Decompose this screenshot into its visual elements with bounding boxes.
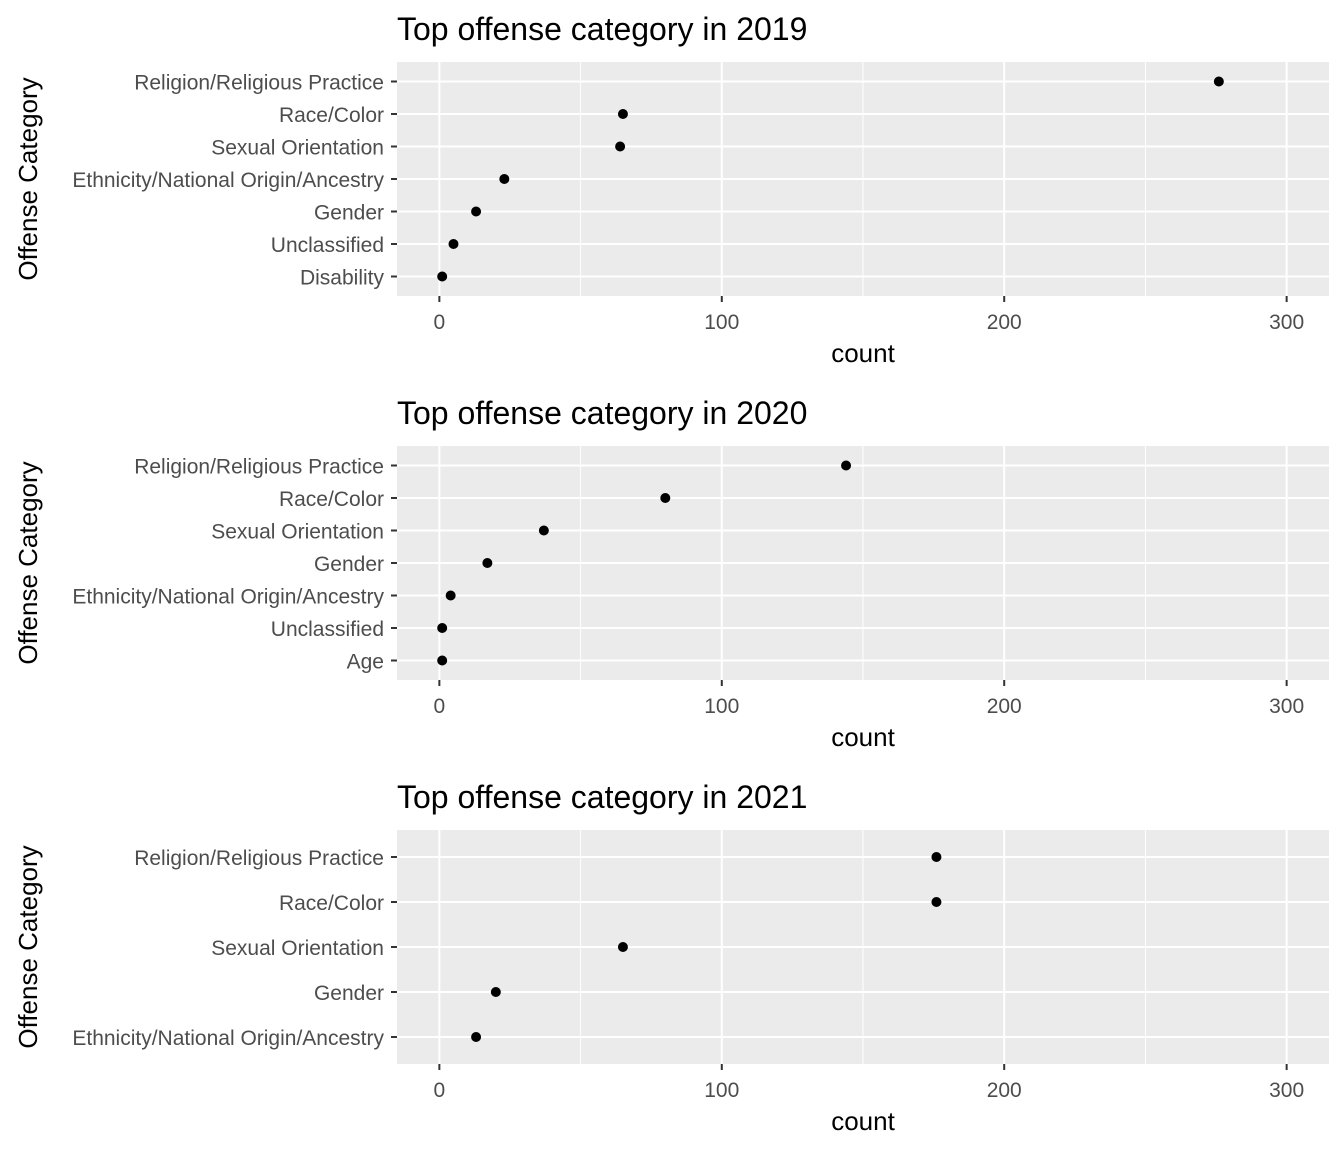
y-axis-label: Offense Category	[13, 461, 43, 664]
chart-panel-2019: Top offense category in 2019 Religion/Re…	[13, 11, 1329, 368]
grid-lines	[397, 62, 1329, 296]
x-tick-label: 200	[987, 695, 1022, 718]
y-tick-label: Religion/Religious Practice	[134, 456, 384, 479]
y-tick-label: Religion/Religious Practice	[134, 72, 384, 95]
data-point	[437, 623, 448, 633]
data-point	[482, 558, 493, 568]
data-point	[617, 942, 628, 952]
y-tick-label: Ethnicity/National Origin/Ancestry	[72, 586, 384, 609]
grid-lines	[397, 446, 1329, 680]
y-axis-ticks: Religion/Religious Practice Race/Color Sex…	[72, 456, 397, 674]
chart-title: Top offense category in 2020	[397, 395, 807, 431]
data-point	[471, 1032, 482, 1042]
y-tick-label: Unclassified	[271, 618, 384, 641]
y-tick-label: Ethnicity/National Origin/Ancestry	[72, 169, 384, 192]
y-tick-label: Religion/Religious Practice	[134, 847, 384, 870]
y-tick-label: Sexual Orientation	[211, 521, 384, 544]
y-tick-label: Race/Color	[279, 488, 384, 511]
x-tick-label: 100	[704, 695, 739, 718]
data-points	[437, 460, 852, 666]
x-tick-label: 300	[1269, 1079, 1304, 1102]
data-point	[660, 493, 671, 503]
y-axis-label: Offense Category	[13, 845, 43, 1048]
y-tick-label: Sexual Orientation	[211, 937, 384, 960]
x-tick-label: 100	[704, 311, 739, 334]
x-tick-label: 200	[987, 311, 1022, 334]
data-point	[437, 271, 448, 282]
y-axis-ticks: Religion/Religious Practice Race/Color Sex…	[72, 72, 397, 290]
y-tick-label: Ethnicity/National Origin/Ancestry	[72, 1027, 384, 1050]
y-tick-label: Race/Color	[279, 104, 384, 127]
data-point	[448, 239, 459, 249]
y-tick-label: Gender	[314, 553, 384, 576]
x-tick-label: 0	[434, 1079, 446, 1102]
data-point	[538, 525, 549, 536]
data-point	[499, 174, 510, 184]
x-tick-label: 100	[704, 1079, 739, 1102]
x-tick-label: 200	[987, 1079, 1022, 1102]
y-tick-label: Unclassified	[271, 234, 384, 257]
data-point	[471, 206, 482, 217]
y-tick-label: Gender	[314, 982, 384, 1005]
x-tick-label: 0	[434, 311, 446, 334]
y-axis-ticks: Religion/Religious Practice Race/Color Sex…	[72, 847, 397, 1050]
data-point	[1213, 76, 1224, 87]
data-point	[437, 655, 448, 666]
y-tick-label: Sexual Orientation	[211, 137, 384, 160]
y-tick-label: Gender	[314, 202, 384, 225]
data-point	[931, 852, 942, 862]
chart-panel-2020: Top offense category in 2020 Religion/Re…	[13, 395, 1329, 752]
chart-title: Top offense category in 2019	[397, 11, 807, 47]
x-tick-label: 300	[1269, 311, 1304, 334]
x-tick-label: 0	[434, 695, 446, 718]
x-axis-ticks: 0 100 200 300	[434, 1064, 1304, 1102]
data-point	[615, 141, 626, 152]
x-axis-label: count	[831, 338, 895, 368]
data-point	[617, 109, 628, 119]
x-axis-ticks: 0 100 200 300	[434, 296, 1304, 334]
grid-lines	[397, 830, 1329, 1064]
y-tick-label: Age	[347, 651, 384, 674]
data-point	[445, 590, 456, 601]
data-points	[437, 76, 1224, 282]
data-point	[841, 460, 852, 471]
data-point	[490, 987, 501, 997]
chart-panel-2021: Top offense category in 2021 Religion/Re…	[13, 779, 1329, 1136]
data-point	[931, 897, 942, 907]
data-points	[471, 852, 942, 1042]
y-tick-label: Race/Color	[279, 892, 384, 915]
y-axis-label: Offense Category	[13, 77, 43, 280]
x-axis-label: count	[831, 722, 895, 752]
y-tick-label: Disability	[300, 267, 385, 290]
x-tick-label: 300	[1269, 695, 1304, 718]
chart-title: Top offense category in 2021	[397, 779, 807, 815]
x-axis-ticks: 0 100 200 300	[434, 680, 1304, 718]
x-axis-label: count	[831, 1106, 895, 1136]
